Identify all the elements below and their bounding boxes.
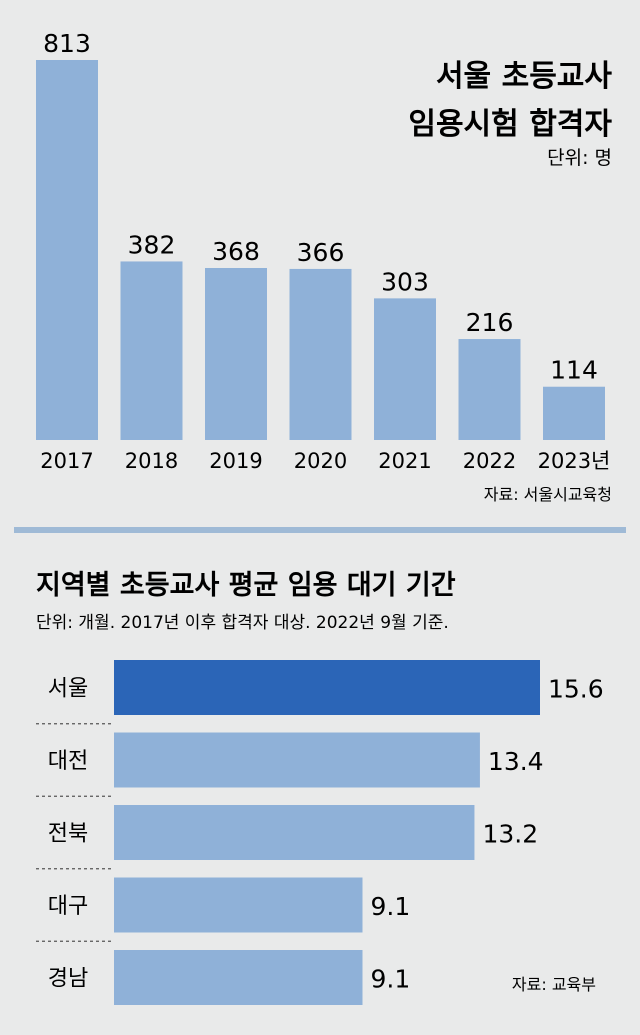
category-label: 대구 xyxy=(48,894,88,919)
chart2-subtitle: 단위: 개월. 2017년 이후 합격자 대상. 2022년 9월 기준. xyxy=(36,613,449,633)
bar-2017 xyxy=(36,60,98,440)
bar-서울 xyxy=(114,660,540,715)
bar-value-label: 13.2 xyxy=(482,820,538,849)
bar-2023년 xyxy=(543,386,605,440)
x-tick-label: 2017 xyxy=(40,449,93,473)
bar-value-label: 114 xyxy=(550,356,598,385)
chart2-bars: 서울 15.6 대전 13.4 전북 13.2 대구 9.1 경남 9.1 xyxy=(36,660,604,1005)
chart2-source: 자료: 교육부 xyxy=(512,975,596,994)
bar-2021 xyxy=(374,298,436,440)
chart1-bars: 813 2017 382 2018 368 2019 366 2020 303 2021 216 20… xyxy=(36,29,610,473)
bar-2022 xyxy=(458,339,521,440)
x-tick-label: 2018 xyxy=(125,449,178,473)
bar-value-label: 368 xyxy=(212,237,260,266)
bar-value-label: 13.4 xyxy=(488,747,544,776)
bar-value-label: 303 xyxy=(381,267,429,296)
bar-대구 xyxy=(114,877,363,933)
bar-2018 xyxy=(120,261,183,440)
bar-2020 xyxy=(289,268,352,440)
bar-value-label: 366 xyxy=(297,238,345,267)
category-label: 대전 xyxy=(48,749,88,774)
x-tick-label: 2023년 xyxy=(538,449,611,473)
bar-전북 xyxy=(114,805,475,860)
x-tick-label: 2021 xyxy=(378,449,431,473)
bar-value-label: 382 xyxy=(128,230,176,259)
x-tick-label: 2022 xyxy=(463,449,516,473)
category-label: 경남 xyxy=(48,967,88,992)
bar-value-label: 9.1 xyxy=(371,892,411,921)
chart1-source: 자료: 서울시교육청 xyxy=(484,485,612,504)
category-label: 전북 xyxy=(48,822,88,847)
section-divider xyxy=(14,527,626,533)
x-tick-label: 2020 xyxy=(294,449,347,473)
chart2-title: 지역별 초등교사 평균 임용 대기 기간 xyxy=(36,570,456,601)
bar-대전 xyxy=(114,732,480,788)
bar-value-label: 216 xyxy=(466,308,514,337)
bar-value-label: 15.6 xyxy=(548,675,604,704)
bar-경남 xyxy=(114,950,363,1005)
chart1-title-line2: 임용시험 합격자 xyxy=(408,107,612,142)
x-tick-label: 2019 xyxy=(209,449,262,473)
bar-value-label: 813 xyxy=(43,29,91,58)
bar-value-label: 9.1 xyxy=(371,965,411,994)
bar-2019 xyxy=(205,267,267,440)
chart1-title-line1: 서울 초등교사 xyxy=(436,59,612,94)
category-label: 서울 xyxy=(48,677,88,702)
chart1-unit: 단위: 명 xyxy=(547,147,612,169)
